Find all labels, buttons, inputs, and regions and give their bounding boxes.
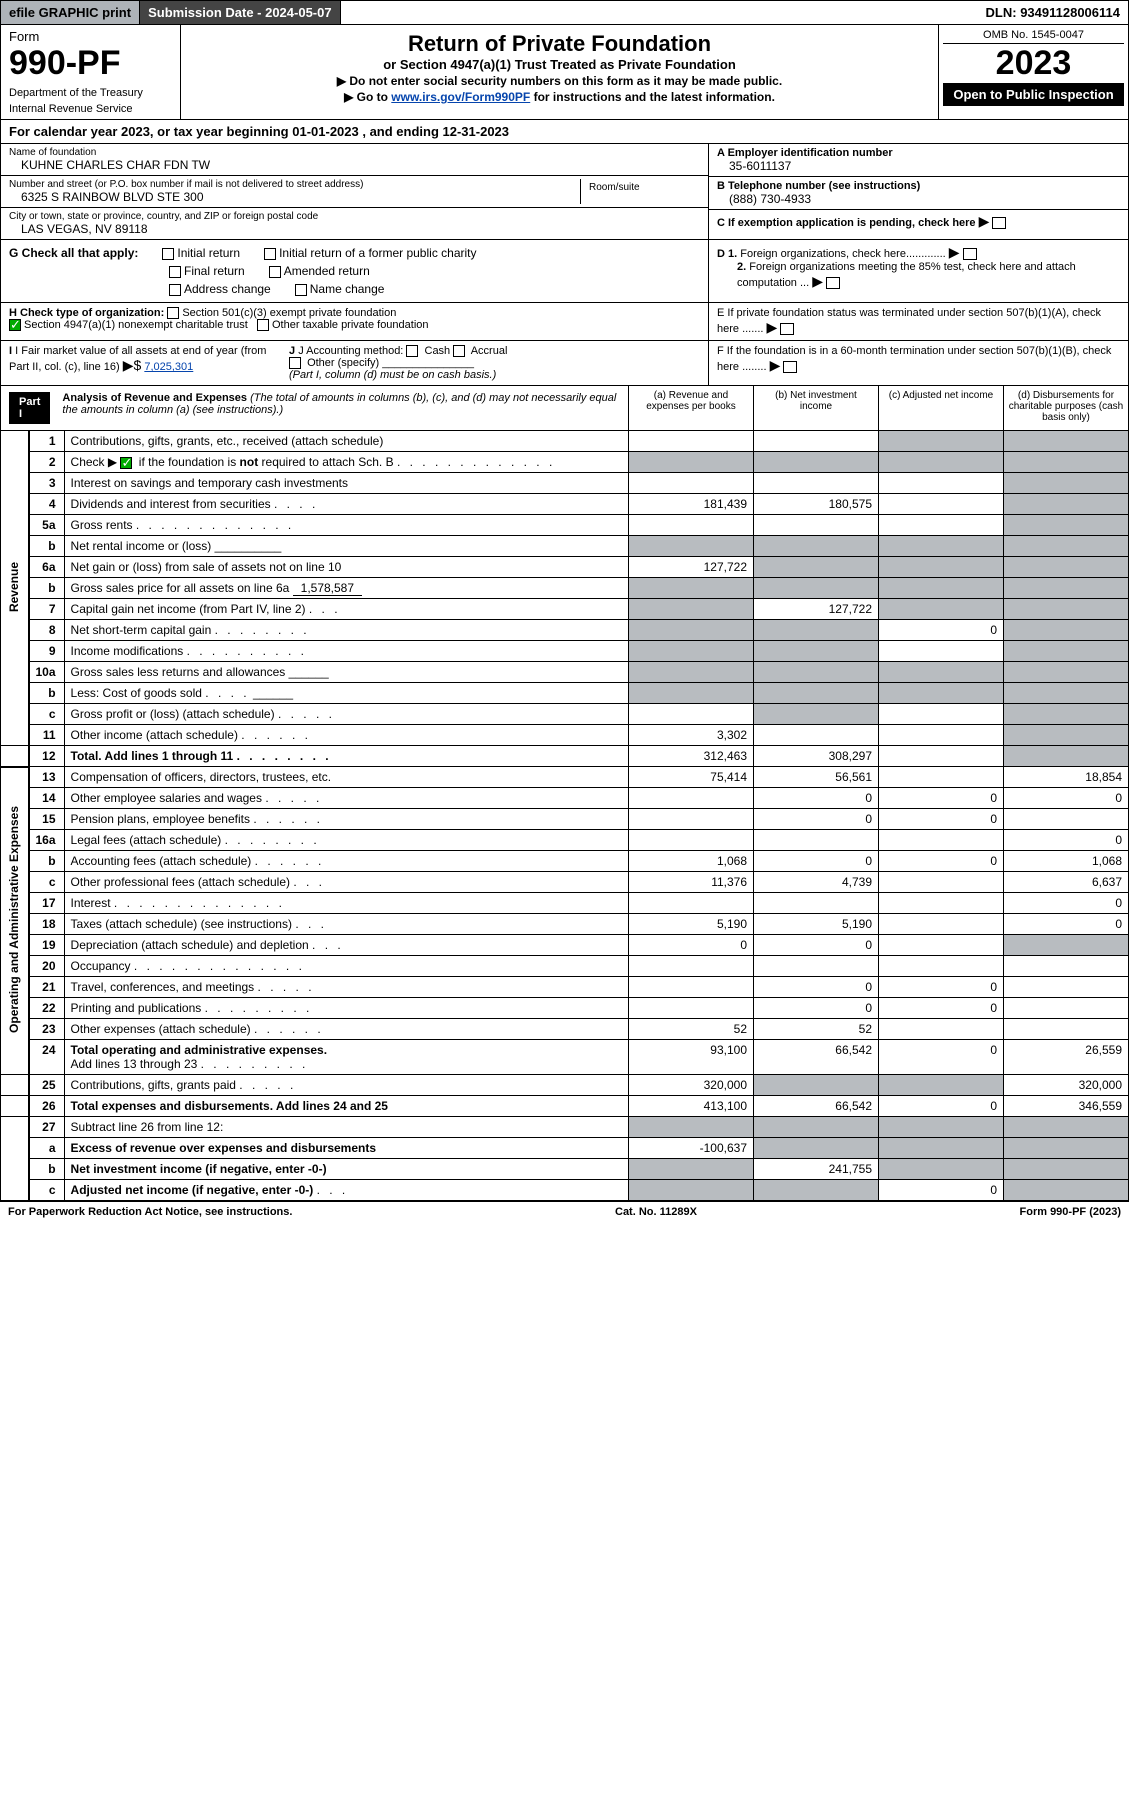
city-label: City or town, state or province, country… [9,211,700,222]
col-b-header: (b) Net investment income [753,386,878,430]
page-footer: For Paperwork Reduction Act Notice, see … [0,1201,1129,1222]
top-bar: efile GRAPHIC print Submission Date - 20… [0,0,1129,25]
irs-label: Internal Revenue Service [9,103,172,115]
part1-title: Analysis of Revenue and Expenses [62,392,247,404]
efile-print-button[interactable]: efile GRAPHIC print [1,1,140,24]
exemption-label: C If exemption application is pending, c… [717,217,976,229]
street-address: 6325 S RAINBOW BLVD STE 300 [9,190,580,204]
tax-year: 2023 [943,44,1124,83]
form-label: Form [9,29,172,44]
d1-label: D 1. Foreign organizations, check here..… [717,244,1120,261]
cash-cb[interactable] [406,345,418,357]
col-c-header: (c) Adjusted net income [878,386,1003,430]
initial-former-cb[interactable] [264,248,276,260]
ein-label: A Employer identification number [717,147,1120,159]
name-change-cb[interactable] [295,284,307,296]
submission-date: Submission Date - 2024-05-07 [140,1,341,24]
ein-value: 35-6011137 [717,159,1120,173]
4947a1-cb[interactable] [9,319,21,331]
final-return-cb[interactable] [169,266,181,278]
foundation-name: KUHNE CHARLES CHAR FDN TW [9,158,700,172]
ssn-warning: ▶ Do not enter social security numbers o… [187,74,932,88]
phone-value: (888) 730-4933 [717,192,1120,206]
g-label: G Check all that apply: [9,246,138,260]
e-checkbox[interactable] [780,323,794,335]
d2-checkbox[interactable] [826,277,840,289]
col-d-header: (d) Disbursements for charitable purpose… [1003,386,1128,430]
exemption-checkbox[interactable] [992,217,1006,229]
part1-header-row: Part I Analysis of Revenue and Expenses … [0,386,1129,431]
other-method-cb[interactable] [289,357,301,369]
paperwork-notice: For Paperwork Reduction Act Notice, see … [8,1206,292,1218]
initial-return-cb[interactable] [162,248,174,260]
other-taxable-cb[interactable] [257,319,269,331]
h-label: H Check type of organization: [9,307,164,319]
address-change-cb[interactable] [169,284,181,296]
part1-table: Revenue 1Contributions, gifts, grants, e… [0,431,1129,1201]
expenses-side-label: Operating and Administrative Expenses [7,806,21,1033]
phone-label: B Telephone number (see instructions) [717,180,1120,192]
addr-label: Number and street (or P.O. box number if… [9,179,580,190]
info-section: Name of foundation KUHNE CHARLES CHAR FD… [0,144,1129,240]
accrual-cb[interactable] [453,345,465,357]
schb-checkbox[interactable] [120,457,132,469]
form-footer-label: Form 990-PF (2023) [1020,1206,1122,1218]
col-a-header: (a) Revenue and expenses per books [628,386,753,430]
dept-treasury: Department of the Treasury [9,87,172,99]
d1-checkbox[interactable] [963,248,977,260]
amended-return-cb[interactable] [269,266,281,278]
instructions-link[interactable]: www.irs.gov/Form990PF [391,90,530,104]
form-subtitle: or Section 4947(a)(1) Trust Treated as P… [187,57,932,72]
form-header: Form 990-PF Department of the Treasury I… [0,25,1129,120]
f-checkbox[interactable] [783,361,797,373]
calendar-year-row: For calendar year 2023, or tax year begi… [0,120,1129,144]
city-state-zip: LAS VEGAS, NV 89118 [9,222,700,236]
part1-label: Part I [9,392,50,424]
omb-number: OMB No. 1545-0047 [943,29,1124,44]
open-to-public: Open to Public Inspection [943,83,1124,106]
501c3-cb[interactable] [167,307,179,319]
fmv-value[interactable]: 7,025,301 [144,361,193,373]
j-note: (Part I, column (d) must be on cash basi… [289,369,496,381]
dln: DLN: 93491128006114 [978,1,1128,24]
revenue-side-label: Revenue [7,562,21,612]
d2-label: 2. Foreign organizations meeting the 85%… [717,261,1120,290]
name-label: Name of foundation [9,147,700,158]
form-title: Return of Private Foundation [187,31,932,57]
room-suite: Room/suite [580,179,700,204]
cat-number: Cat. No. 11289X [615,1206,697,1218]
form-number: 990-PF [9,44,172,83]
instructions-note: ▶ Go to www.irs.gov/Form990PF for instru… [187,90,932,104]
